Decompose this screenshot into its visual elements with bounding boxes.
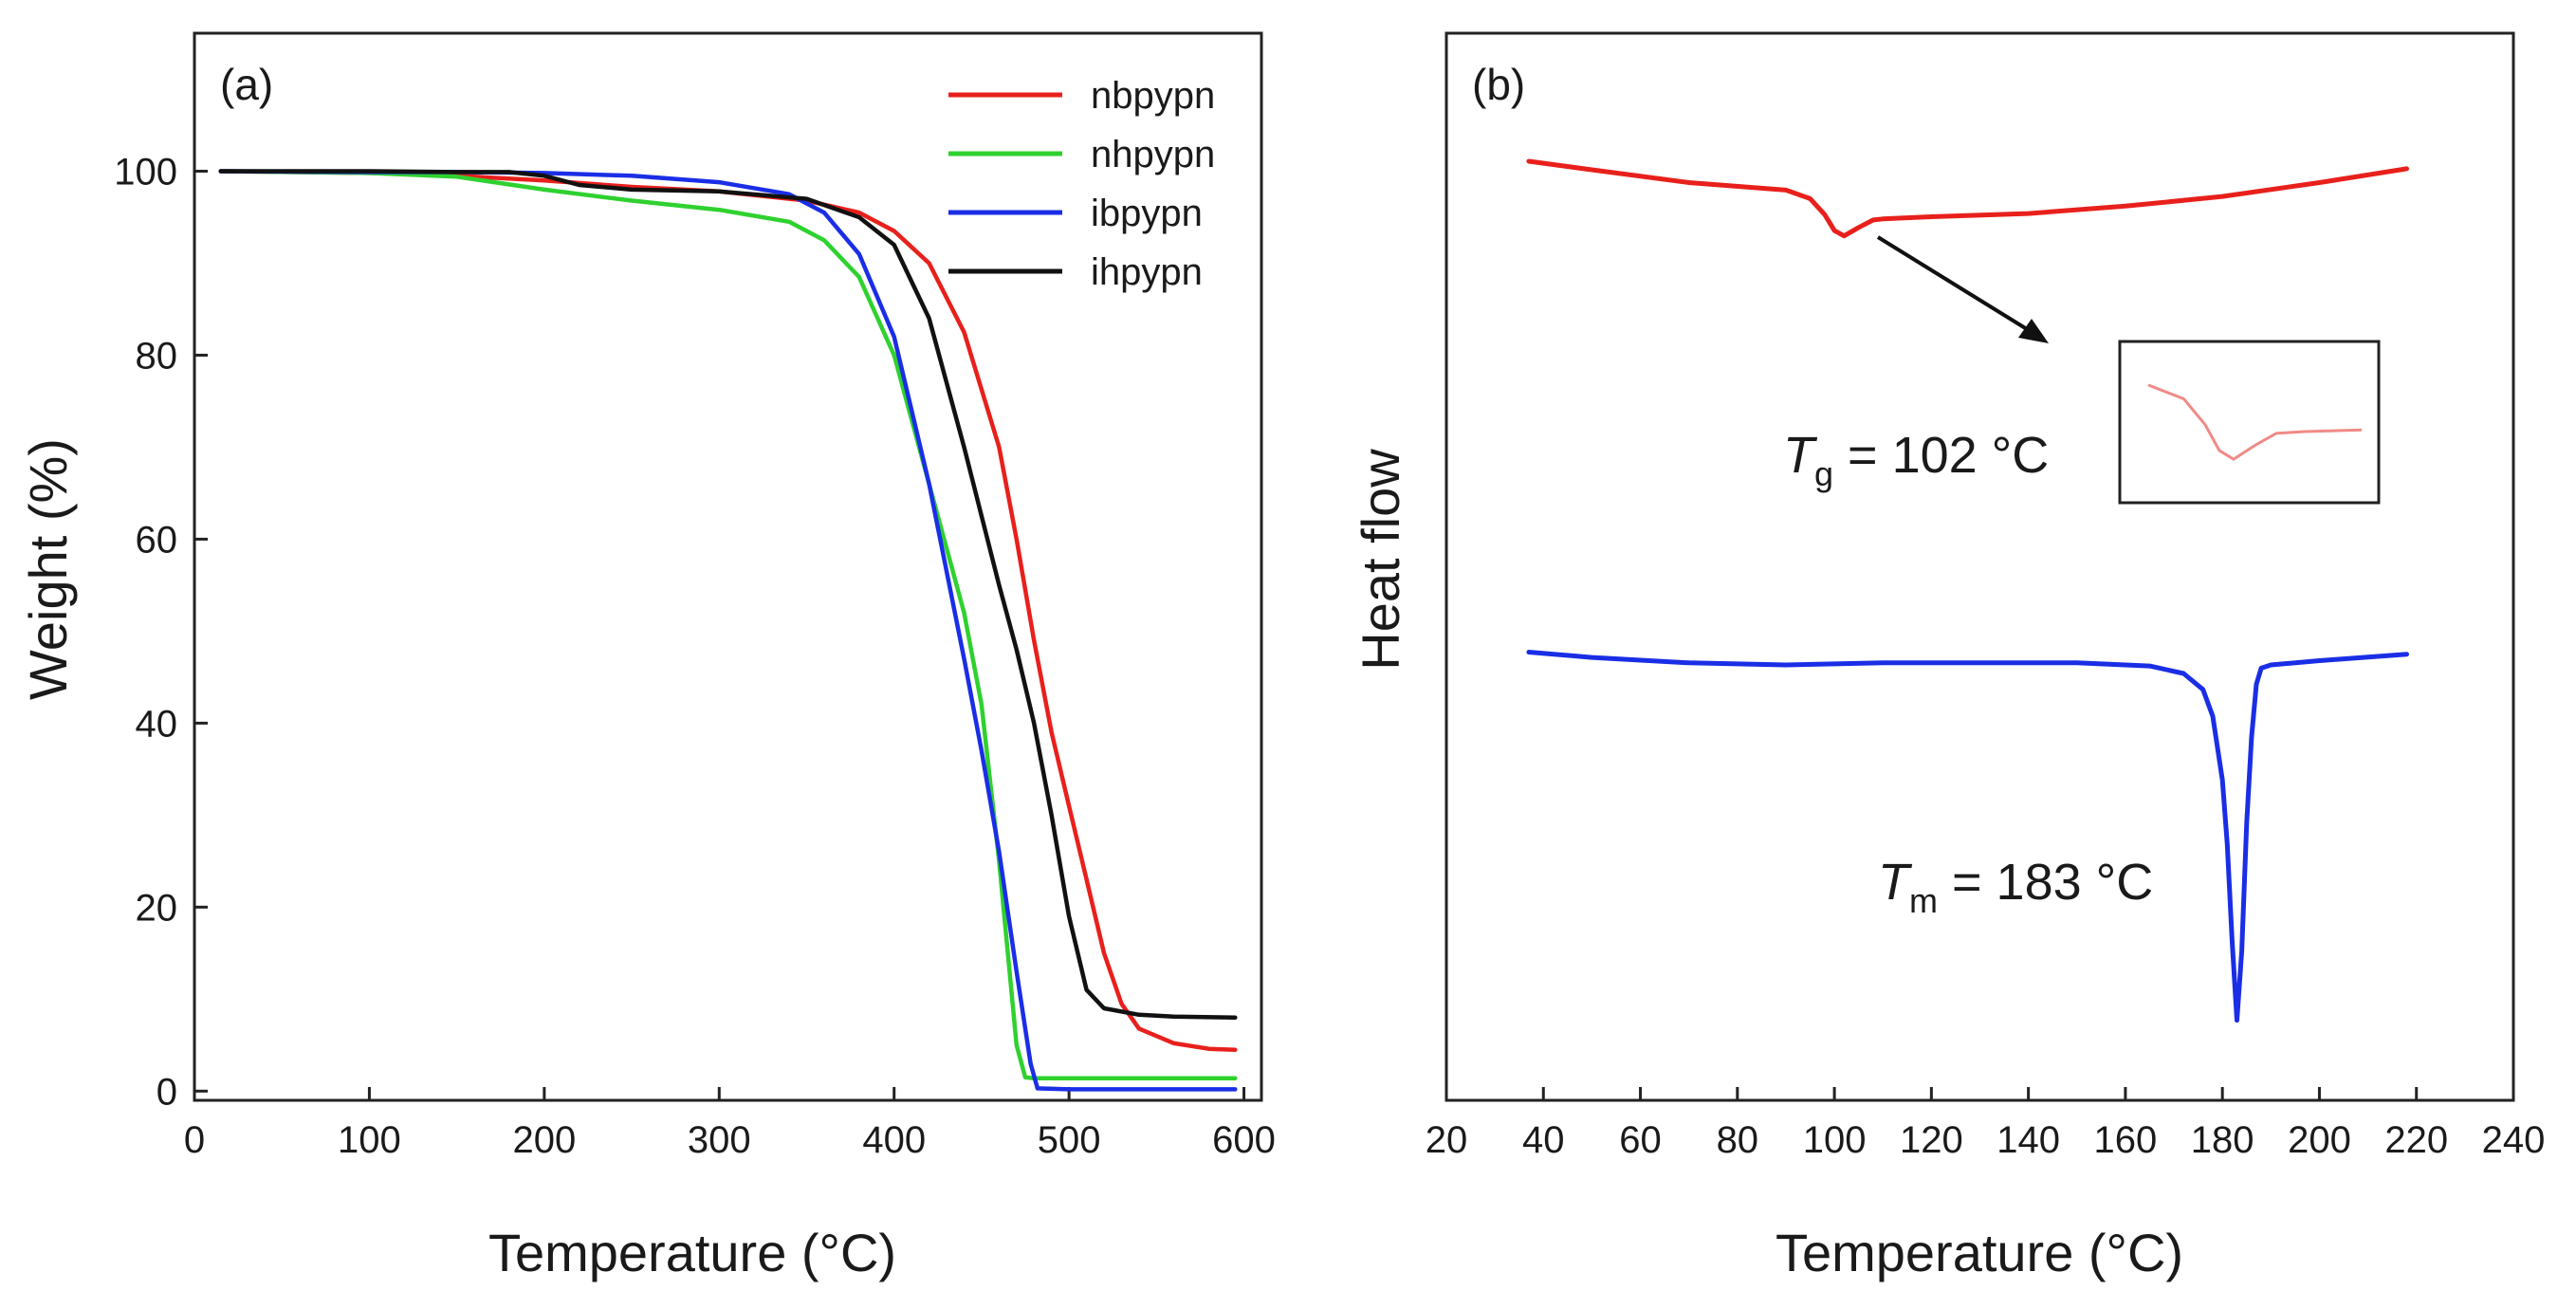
panel-b-x-tick-label: 40	[1522, 1119, 1565, 1161]
tm-subscript: m	[1909, 881, 1938, 920]
panel-a-x-tick-label: 300	[688, 1119, 751, 1161]
panel-a-y-tick-label: 20	[136, 887, 178, 929]
panel-a-y-tick-label: 100	[114, 151, 177, 193]
panel-b-series-line-tm-curve	[1526, 650, 2409, 1023]
tg-annotation: Tg = 102 °C	[1783, 427, 2049, 493]
tg-arrowhead-icon	[2018, 319, 2049, 343]
panel-a-x-tick-label: 400	[862, 1119, 926, 1161]
panel-a-y-tick-label: 60	[136, 519, 178, 561]
panel-a-tga-chart: 0 100 200 300 400 500 600 0 20 40 60 80 100 (a) Temp…	[18, 31, 1276, 1282]
tg-inset-plot	[2147, 383, 2363, 461]
panel-b-x-tick-label: 120	[1900, 1119, 1963, 1161]
tm-symbol: T	[1878, 854, 1913, 911]
panel-b-x-tick-label: 80	[1717, 1119, 1759, 1161]
panel-a-series-group	[218, 169, 1238, 1092]
panel-a-legend: nbpypn nhpypn ibpypn ihpypn	[948, 75, 1215, 293]
panel-a-ticks: 0 100 200 300 400 500 600 0 20 40 60 80 100	[114, 151, 1276, 1161]
panel-a-series-line-ibpypn	[218, 169, 1238, 1092]
panel-b-label: (b)	[1472, 60, 1525, 109]
panel-a-x-axis-title: Temperature (°C)	[488, 1223, 896, 1282]
panel-b-x-axis-title: Temperature (°C)	[1776, 1223, 2183, 1282]
tg-value: = 102 °C	[1833, 427, 2049, 484]
panel-b-ticks: 20 40 60 80 100 120 140 160 180 200 220 240	[1426, 1087, 2546, 1161]
panel-b-x-tick-label: 100	[1803, 1119, 1867, 1161]
panel-a-y-tick-label: 0	[156, 1071, 177, 1113]
panel-a-x-tick-label: 0	[184, 1119, 205, 1161]
tg-inset-curve	[2147, 383, 2363, 461]
tg-inset-frame	[2118, 340, 2381, 505]
panel-a-x-tick-label: 100	[338, 1119, 401, 1161]
tg-subscript: g	[1814, 454, 1833, 493]
panel-a-x-tick-label: 600	[1212, 1119, 1276, 1161]
panel-a-x-tick-label: 500	[1038, 1119, 1101, 1161]
legend-label-ibpypn: ibpypn	[1091, 193, 1203, 234]
panel-a-series-line-nbpypn	[218, 169, 1238, 1052]
panel-b-x-tick-label: 200	[2288, 1119, 2351, 1161]
panel-b-x-tick-label: 140	[1996, 1119, 2060, 1161]
panel-b-plot-frame	[1444, 31, 2515, 1102]
panel-a-plot-frame	[193, 31, 1263, 1102]
panel-a-y-tick-label: 40	[136, 703, 178, 745]
tg-arrow	[1876, 235, 2041, 339]
panel-b-x-tick-label: 240	[2482, 1119, 2546, 1161]
panel-b-x-tick-label: 220	[2384, 1119, 2448, 1161]
panel-a-label: (a)	[220, 60, 273, 109]
panel-b-x-tick-label: 60	[1619, 1119, 1662, 1161]
panel-b-series-group	[1526, 158, 2409, 1023]
tm-value: = 183 °C	[1938, 854, 2153, 911]
panel-b-x-tick-label: 180	[2191, 1119, 2254, 1161]
panel-b-x-tick-label: 20	[1426, 1119, 1468, 1161]
tg-symbol: T	[1783, 427, 1818, 484]
panel-a-y-tick-label: 80	[136, 335, 178, 377]
panel-b-series-line-tg-curve	[1526, 158, 2409, 239]
legend-label-nhpypn: nhpypn	[1091, 134, 1215, 175]
legend-label-nbpypn: nbpypn	[1091, 75, 1215, 117]
panel-a-series-line-ihpypn	[218, 169, 1238, 1020]
panel-b-dsc-chart: 20 40 60 80 100 120 140 160 180 200 220 240 (b) Tem…	[1351, 31, 2546, 1282]
tm-annotation: Tm = 183 °C	[1878, 854, 2153, 920]
panel-a-y-axis-title: Weight (%)	[18, 438, 78, 700]
panel-a-series-line-nhpypn	[218, 169, 1238, 1080]
legend-label-ihpypn: ihpypn	[1091, 251, 1203, 293]
panel-b-y-axis-title: Heat flow	[1351, 449, 1410, 671]
panel-a-x-tick-label: 200	[512, 1119, 576, 1161]
panel-b-x-tick-label: 160	[2094, 1119, 2158, 1161]
